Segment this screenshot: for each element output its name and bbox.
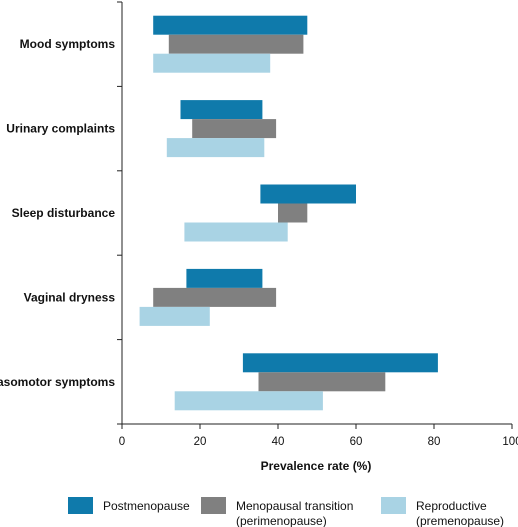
bar-vasomotor-symptoms-series-1 <box>242 353 438 373</box>
category-labels: Mood symptoms Urinary complaints Sleep dis… <box>0 37 115 389</box>
axes-layer <box>117 1 513 429</box>
legend-swatch <box>381 497 406 514</box>
bar-mood-symptoms-series-2 <box>168 34 304 54</box>
category-label: Sleep disturbance <box>12 206 116 220</box>
bar-sleep-disturbance-series-3 <box>184 222 288 242</box>
x-tick-labels: 0 20 40 60 80 100 <box>119 436 518 448</box>
category-label: Vasomotor symptoms <box>0 375 115 389</box>
bar-vaginal-dryness-series-3 <box>139 306 210 326</box>
category-label: Urinary complaints <box>6 122 115 136</box>
legend-label: Reproductive (premenopause) <box>416 499 504 527</box>
bar-vasomotor-symptoms-series-2 <box>258 372 386 392</box>
category-label: Vaginal dryness <box>24 290 116 304</box>
legend-swatch <box>201 497 226 514</box>
legend: Postmenopause Menopausal transition (perim… <box>68 497 504 527</box>
bar-vaginal-dryness-series-1 <box>186 268 263 288</box>
bar-urinary-complaints-series-1 <box>180 100 263 120</box>
category-label: Mood symptoms <box>20 37 116 51</box>
bar-mood-symptoms-series-1 <box>153 15 308 35</box>
x-tick-label: 60 <box>350 436 363 448</box>
bar-mood-symptoms-series-3 <box>153 53 271 73</box>
bar-urinary-complaints-series-2 <box>192 119 277 139</box>
x-tick-label: 20 <box>194 436 207 448</box>
bar-sleep-disturbance-series-1 <box>260 184 356 204</box>
x-tick-label: 100 <box>502 436 518 448</box>
x-tick-label: 0 <box>119 436 125 448</box>
legend-label: Menopausal transition (perimenopause) <box>236 499 353 527</box>
bar-vasomotor-symptoms-series-3 <box>174 391 323 411</box>
x-tick-label: 80 <box>428 436 441 448</box>
bar-vaginal-dryness-series-2 <box>153 287 277 307</box>
bar-sleep-disturbance-series-2 <box>278 203 308 223</box>
x-tick-label: 40 <box>272 436 285 448</box>
legend-label: Postmenopause <box>103 499 190 513</box>
bars-layer <box>139 15 438 411</box>
x-axis-title: Prevalence rate (%) <box>261 459 372 473</box>
legend-swatch <box>68 497 93 514</box>
bar-urinary-complaints-series-3 <box>166 138 265 158</box>
